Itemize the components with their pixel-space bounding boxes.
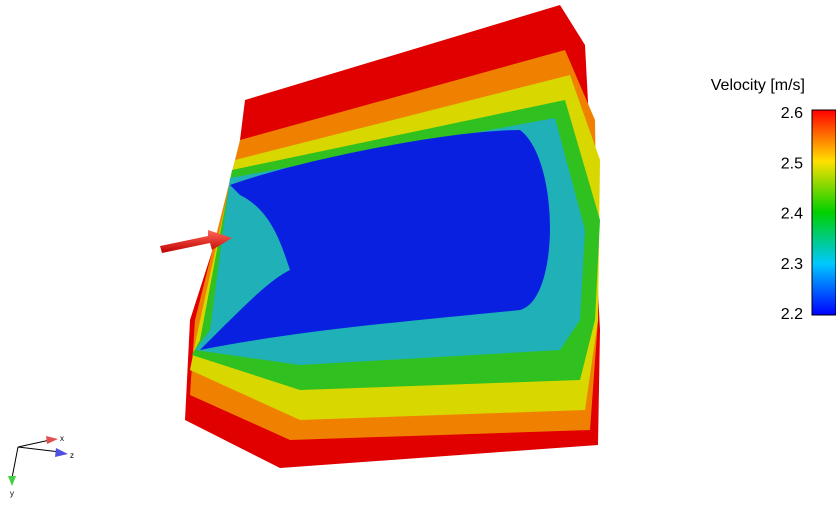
colorbar: Velocity [m/s] 2.6 2.5 2.4 2.3 2.2	[711, 77, 836, 323]
colorbar-scale	[812, 110, 836, 315]
colorbar-tick-label: 2.2	[781, 306, 803, 323]
colorbar-title: Velocity [m/s]	[711, 77, 805, 94]
colorbar-tick-label: 2.4	[781, 206, 803, 223]
colorbar-tick-label: 2.6	[781, 105, 803, 122]
axis-label: x	[60, 434, 64, 443]
visualization: x z y Velocity [m/s] 2.6 2.5 2.4 2.3 2.2	[0, 0, 836, 505]
colorbar-tick-label: 2.3	[781, 256, 803, 273]
colorbar-tick-label: 2.5	[781, 155, 803, 172]
axis-label: y	[10, 489, 14, 498]
axis-triad: x z y	[8, 434, 74, 498]
axis-label: z	[70, 451, 74, 460]
isosurface	[185, 5, 600, 468]
